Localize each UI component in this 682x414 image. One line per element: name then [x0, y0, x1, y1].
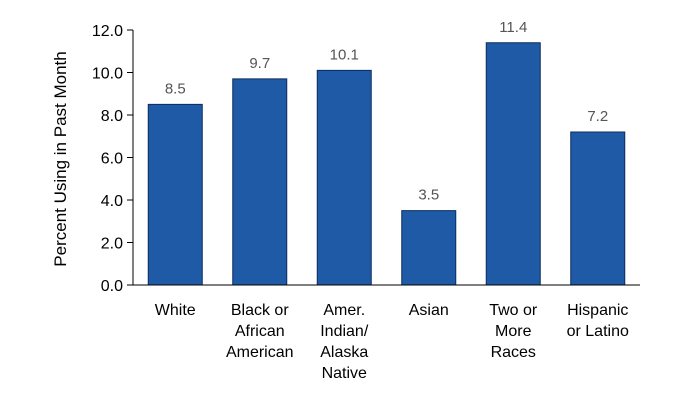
x-category-label-line: Native [322, 365, 367, 382]
x-category-label-line: White [155, 302, 196, 319]
y-axis: 0.0 2.0 4.0 6.0 8.0 10.0 12.0 [92, 23, 134, 295]
x-category-label-line: Two or [489, 302, 538, 319]
y-tick-label: 10.0 [92, 66, 123, 83]
y-tick-label: 6.0 [101, 151, 123, 168]
y-tick-label: 0.0 [101, 278, 123, 295]
x-category-label-line: American [226, 344, 294, 361]
bar [147, 103, 203, 286]
bar [316, 69, 372, 286]
y-tick-label: 8.0 [101, 108, 123, 125]
x-axis: White Black or African American Amer. Indian/… [133, 284, 640, 382]
y-tick-label: 2.0 [101, 236, 123, 253]
data-label: 3.5 [418, 187, 439, 204]
x-category-label: Black or African American [226, 302, 294, 361]
x-category-label: Amer. Indian/Alaska Native [320, 302, 369, 382]
bar [401, 210, 457, 286]
value-labels: 8.5 9.7 10.1 3.5 11.4 7.2 [165, 19, 608, 204]
x-category-label-line: More [495, 323, 532, 340]
x-category-label-line: Alaska [320, 344, 368, 361]
x-category-label-line: Asian [409, 302, 449, 319]
x-category-label: Asian [409, 302, 449, 319]
data-label: 11.4 [499, 19, 527, 36]
x-category-label-line: Races [491, 344, 536, 361]
data-label: 8.5 [165, 80, 186, 97]
x-category-label-line: Amer. [323, 302, 365, 319]
x-category-label: Two or More Races [489, 302, 538, 361]
data-label: 10.1 [330, 46, 359, 63]
data-label: 7.2 [587, 108, 608, 125]
x-category-label: White [155, 302, 196, 319]
bar [485, 42, 541, 286]
y-axis-label: Percent Using in Past Month [51, 51, 70, 266]
x-category-label-line: or Latino [567, 323, 629, 340]
bar [570, 131, 626, 286]
y-tick-label: 12.0 [92, 23, 123, 40]
y-tick-label: 4.0 [101, 193, 123, 210]
x-category-label-line: Hispanic [567, 302, 628, 319]
x-category-label-line: Indian/ [320, 323, 369, 340]
x-category-label-line: Black or [231, 302, 289, 319]
data-label: 9.7 [249, 55, 270, 72]
x-category-label: Hispanic or Latino [567, 302, 629, 340]
x-category-label-line: African [235, 323, 285, 340]
bar [232, 78, 288, 286]
bars [147, 42, 626, 286]
